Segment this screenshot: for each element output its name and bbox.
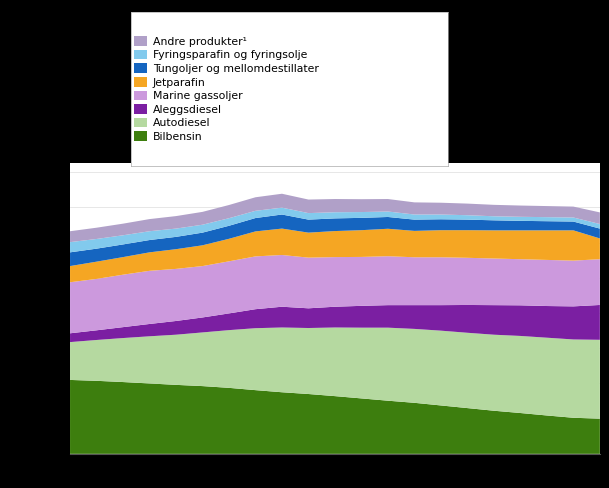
Legend: Andre produkter¹, Fyringsparafin og fyringsolje, Tungoljer og mellomdestillater,: Andre produkter¹, Fyringsparafin og fyri… (130, 32, 323, 146)
